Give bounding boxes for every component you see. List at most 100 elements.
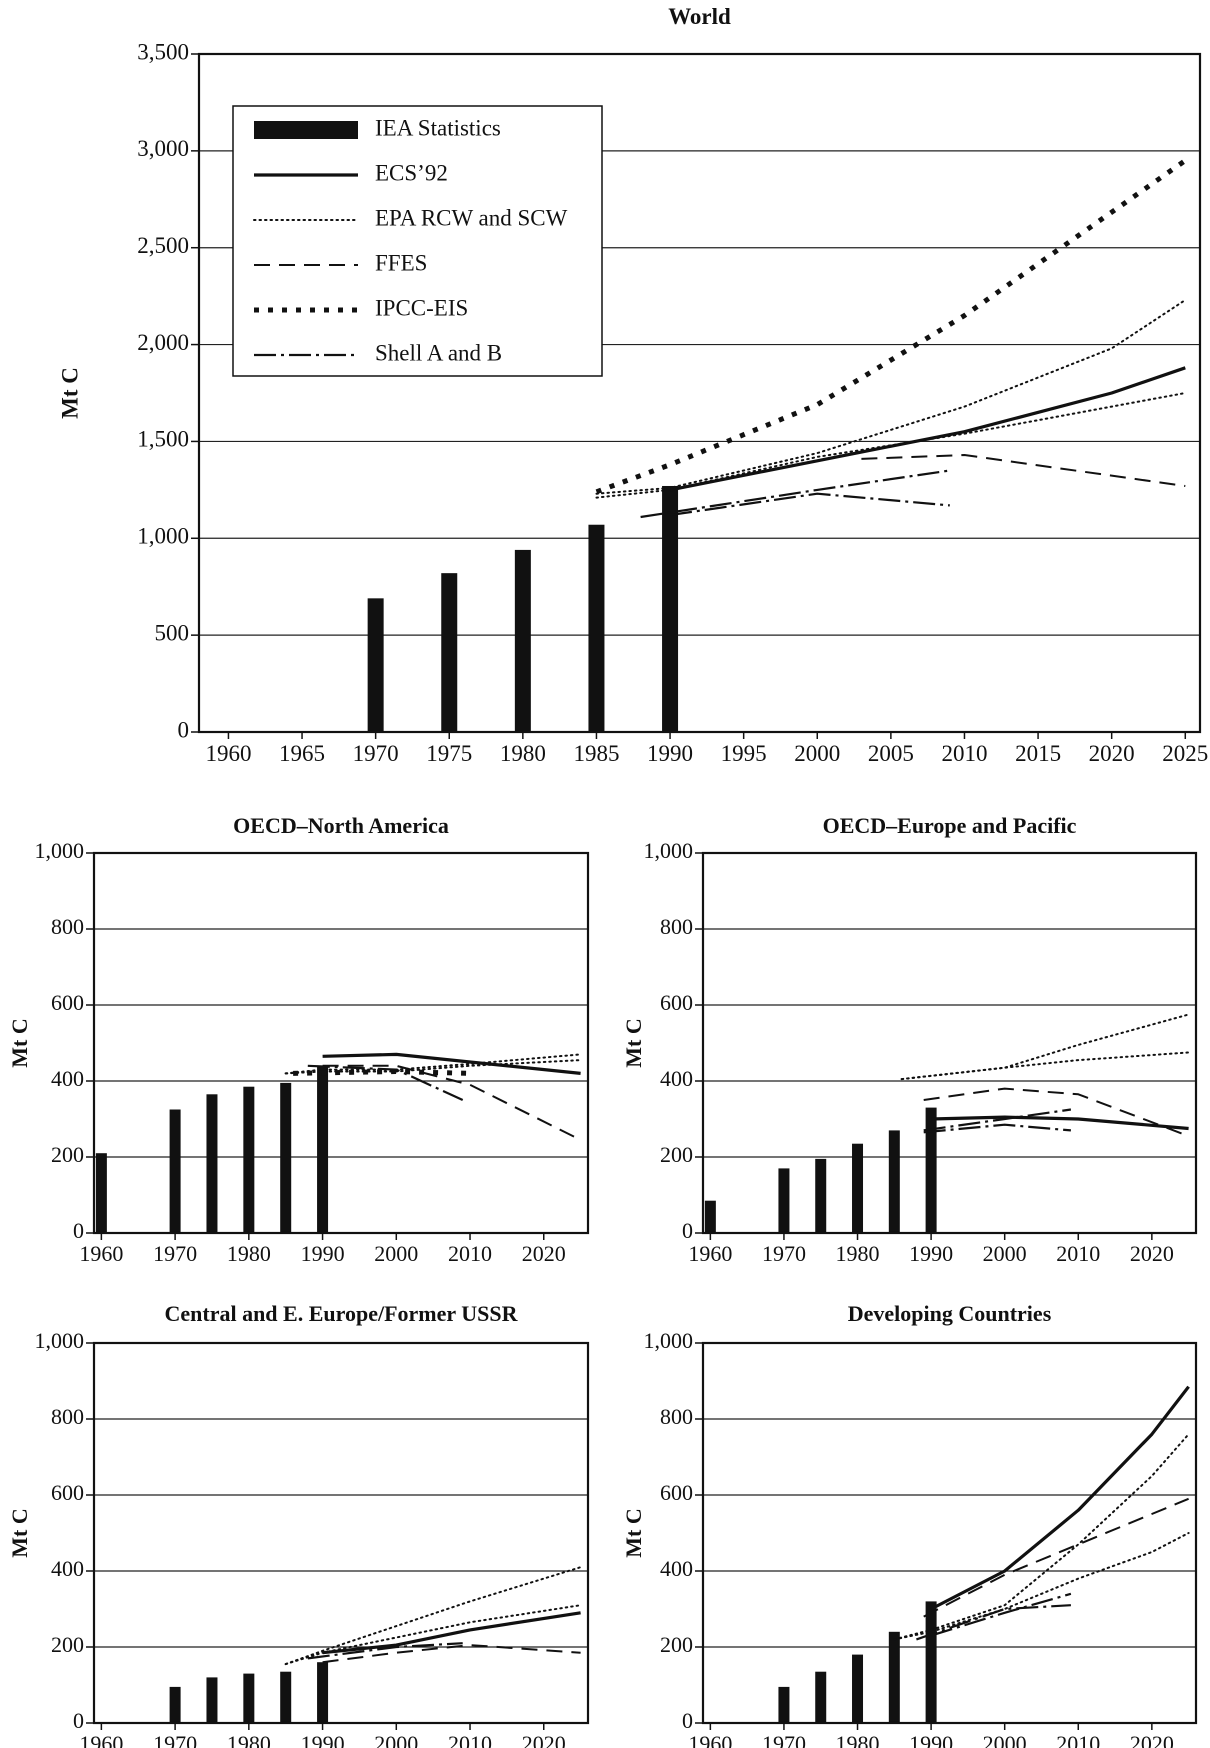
x-tick-label: 2020 <box>522 1241 566 1266</box>
legend-label: EPA RCW and SCW <box>375 205 568 230</box>
legend-item-shell: Shell A and B <box>254 340 502 365</box>
x-tick-label: 1990 <box>301 1731 345 1748</box>
y-tick-label: 1,000 <box>35 1328 85 1353</box>
panel-world: World Mt C 0 500 1,000 1,500 2,000 2,500 3,000 3,… <box>57 4 1208 766</box>
x-tick-label: 1980 <box>836 1241 880 1266</box>
y-tick-label: 400 <box>660 1556 693 1581</box>
legend-label: IEA Statistics <box>375 115 501 140</box>
line-shell-4 <box>916 1604 1071 1641</box>
line-ffes-3 <box>861 454 1186 487</box>
x-tick-label: 1990 <box>909 1731 953 1748</box>
y-tick-label: 1,000 <box>137 524 189 549</box>
plot-frame <box>701 851 1198 1235</box>
panel-title: World <box>668 4 731 29</box>
y-tick-label: 800 <box>660 1404 693 1429</box>
plot-frame <box>197 52 1202 734</box>
bar-iea-1990 <box>317 1065 329 1233</box>
y-tick-label: 400 <box>51 1556 84 1581</box>
x-tick-label: 1985 <box>573 741 619 766</box>
line-ecs-0 <box>322 1052 581 1075</box>
line-epa-2 <box>900 1051 1190 1081</box>
y-tick-label: 600 <box>51 990 84 1015</box>
legend-item-ffes: FFES <box>254 250 427 275</box>
x-tick-label: 1990 <box>647 741 693 766</box>
y-tick-label: 0 <box>178 717 190 742</box>
x-tick-label: 1980 <box>500 741 546 766</box>
y-tick-label: 1,500 <box>137 427 189 452</box>
y-tick-label: 600 <box>660 1480 693 1505</box>
bar-iea-1960 <box>95 1153 107 1233</box>
x-tick-label: 1970 <box>353 741 399 766</box>
y-tick-label: 1,000 <box>35 838 85 863</box>
x-tick-label: 2010 <box>448 1731 492 1748</box>
line-epa-2 <box>284 1059 582 1075</box>
line-epa-2 <box>284 1604 582 1666</box>
legend-item-ecs: ECS’92 <box>254 160 448 185</box>
bar-iea-1980 <box>514 549 531 732</box>
x-tick-label: 2010 <box>1056 1241 1100 1266</box>
y-tick-label: 0 <box>682 1708 693 1733</box>
line-shell-5 <box>930 1592 1072 1637</box>
y-axis-label: Mt C <box>57 367 82 419</box>
y-tick-label: 400 <box>51 1066 84 1091</box>
x-tick-label: 2010 <box>941 741 987 766</box>
line-epa-1 <box>893 1433 1190 1641</box>
y-tick-label: 3,000 <box>137 136 189 161</box>
line-epa-2 <box>595 392 1187 499</box>
x-tick-label: 2005 <box>868 741 914 766</box>
x-tick-label: 1995 <box>721 741 767 766</box>
y-tick-label: 1,000 <box>644 838 694 863</box>
line-epa-2 <box>893 1532 1190 1641</box>
y-tick-label: 800 <box>660 914 693 939</box>
y-tick-label: 200 <box>660 1142 693 1167</box>
line-ecs-0 <box>930 1385 1190 1611</box>
bar-iea-1970 <box>169 1686 181 1723</box>
bar-iea-1980 <box>852 1143 864 1233</box>
x-tick-label: 2000 <box>983 1241 1027 1266</box>
line-shell-4 <box>307 1642 463 1660</box>
y-axis-label: Mt C <box>621 1018 646 1067</box>
x-tick-label: 1970 <box>153 1731 197 1748</box>
x-tick-label: 2000 <box>983 1731 1027 1748</box>
legend-item-iea: IEA Statistics <box>254 115 501 140</box>
bar-iea-1960 <box>704 1200 716 1233</box>
y-tick-label: 0 <box>682 1218 693 1243</box>
y-tick-label: 0 <box>73 1708 84 1733</box>
y-tick-label: 2,500 <box>137 233 189 258</box>
x-tick-label: 2020 <box>522 1731 566 1748</box>
panel-oecd-na: OECD–North America Mt C 0 200 400 600 800 1,000… <box>7 813 590 1266</box>
line-epa-1 <box>595 299 1187 495</box>
bar-iea-1980 <box>243 1673 255 1723</box>
y-tick-label: 0 <box>73 1218 84 1243</box>
legend-label: ECS’92 <box>375 160 448 185</box>
line-shell-4 <box>923 1108 1072 1132</box>
panel-title: Central and E. Europe/Former USSR <box>164 1301 518 1326</box>
line-shell-5 <box>307 1064 464 1102</box>
bar-iea-1985 <box>280 1082 292 1233</box>
line-epa-1 <box>900 1013 1190 1081</box>
x-tick-label: 2010 <box>448 1241 492 1266</box>
bar-iea-1975 <box>815 1671 827 1723</box>
line-shell-6 <box>669 492 950 517</box>
x-tick-label: 1960 <box>79 1731 123 1748</box>
line-ffes-3 <box>923 1087 1189 1138</box>
panel-title: OECD–North America <box>233 813 449 838</box>
bar-iea-1975 <box>206 1094 218 1233</box>
x-tick-label: 1980 <box>836 1731 880 1748</box>
legend-label: FFES <box>375 250 427 275</box>
bar-iea-1990 <box>925 1107 937 1233</box>
y-tick-label: 400 <box>660 1066 693 1091</box>
bar-iea-1980 <box>852 1654 864 1723</box>
line-ffes-3 <box>923 1497 1189 1618</box>
x-tick-label: 2020 <box>1130 1241 1174 1266</box>
line-ipcc-4 <box>595 158 1187 495</box>
legend: IEA Statistics ECS’92 EPA RCW and SCW FFES I… <box>232 105 603 377</box>
x-tick-label: 2020 <box>1089 741 1135 766</box>
bar-iea-1985 <box>588 524 605 732</box>
y-tick-label: 600 <box>51 1480 84 1505</box>
bar-iea-1985 <box>888 1130 900 1233</box>
legend-item-ipcc: IPCC-EIS <box>254 295 468 320</box>
line-ecs-0 <box>322 1611 581 1655</box>
y-tick-label: 200 <box>660 1632 693 1657</box>
x-tick-label: 1960 <box>79 1241 123 1266</box>
